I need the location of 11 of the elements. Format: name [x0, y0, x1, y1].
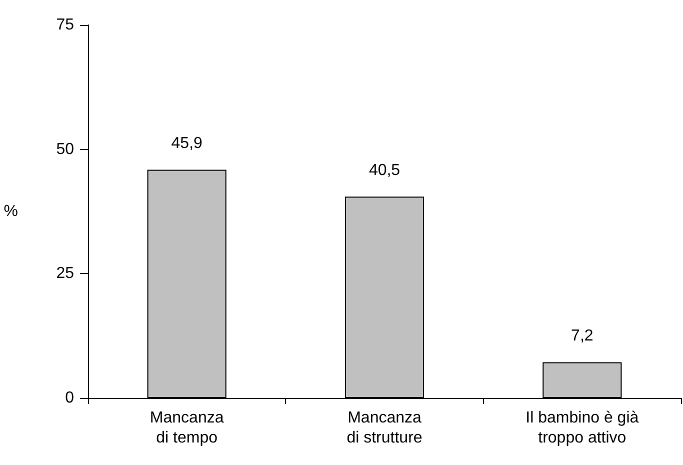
y-tick-label: 25 — [56, 265, 74, 282]
y-tick-label: 75 — [56, 16, 74, 34]
y-tick-label: 50 — [56, 140, 74, 158]
x-tick-label: Mancanza di strutture — [346, 410, 422, 446]
data-label: 40,5 — [368, 162, 400, 180]
data-label: 7,2 — [571, 328, 594, 345]
y-tick-label: 0 — [65, 390, 74, 406]
x-tick-label: Mancanza di tempo — [150, 410, 224, 446]
y-axis-title: % — [4, 203, 18, 220]
x-tick-label: Il bambino è già troppo attivo — [526, 410, 639, 446]
data-label: 45,9 — [171, 135, 203, 152]
